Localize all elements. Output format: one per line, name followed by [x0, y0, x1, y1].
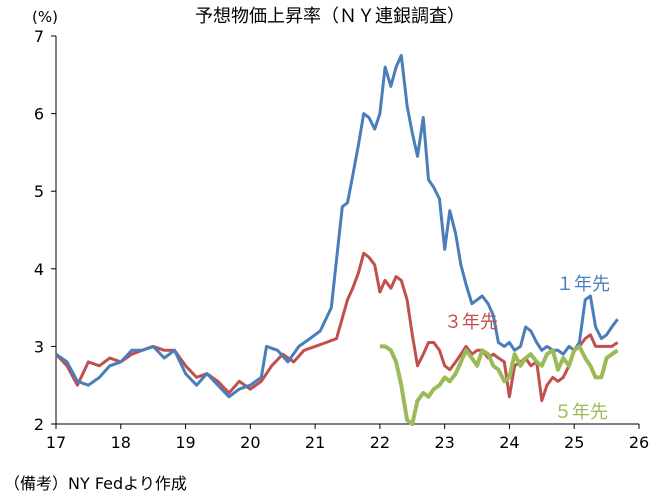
series-label-5yr: ５年先 [554, 402, 608, 423]
series-label-1yr: １年先 [556, 274, 610, 295]
x-tick-label: 22 [370, 433, 390, 452]
x-tick-label: 19 [175, 433, 195, 452]
series-label-3yr: ３年先 [444, 312, 498, 333]
x-tick-label: 23 [434, 433, 454, 452]
x-tick-label: 25 [564, 433, 584, 452]
x-tick-label: 24 [499, 433, 519, 452]
x-tick-label: 18 [111, 433, 131, 452]
y-tick-label: 5 [34, 182, 44, 201]
series-line-1yr [55, 53, 619, 399]
y-tick-label: 6 [34, 105, 44, 124]
y-tick-label: 4 [34, 260, 44, 279]
y-tick-label: 7 [34, 27, 44, 46]
y-axis-unit-label: (%) [32, 8, 58, 26]
x-tick-label: 20 [240, 433, 260, 452]
x-tick-label: 26 [629, 433, 649, 452]
series-line-5yr [379, 344, 619, 426]
chart-title: 予想物価上昇率（ＮＹ連銀調査） [195, 6, 465, 27]
y-tick-label: 3 [34, 337, 44, 356]
x-tick-label: 17 [46, 433, 66, 452]
y-tick-label: 2 [34, 415, 44, 434]
series-line-3yr [54, 251, 619, 403]
x-tick-label: 21 [305, 433, 325, 452]
source-note: （備考）NY Fedより作成 [4, 474, 187, 493]
